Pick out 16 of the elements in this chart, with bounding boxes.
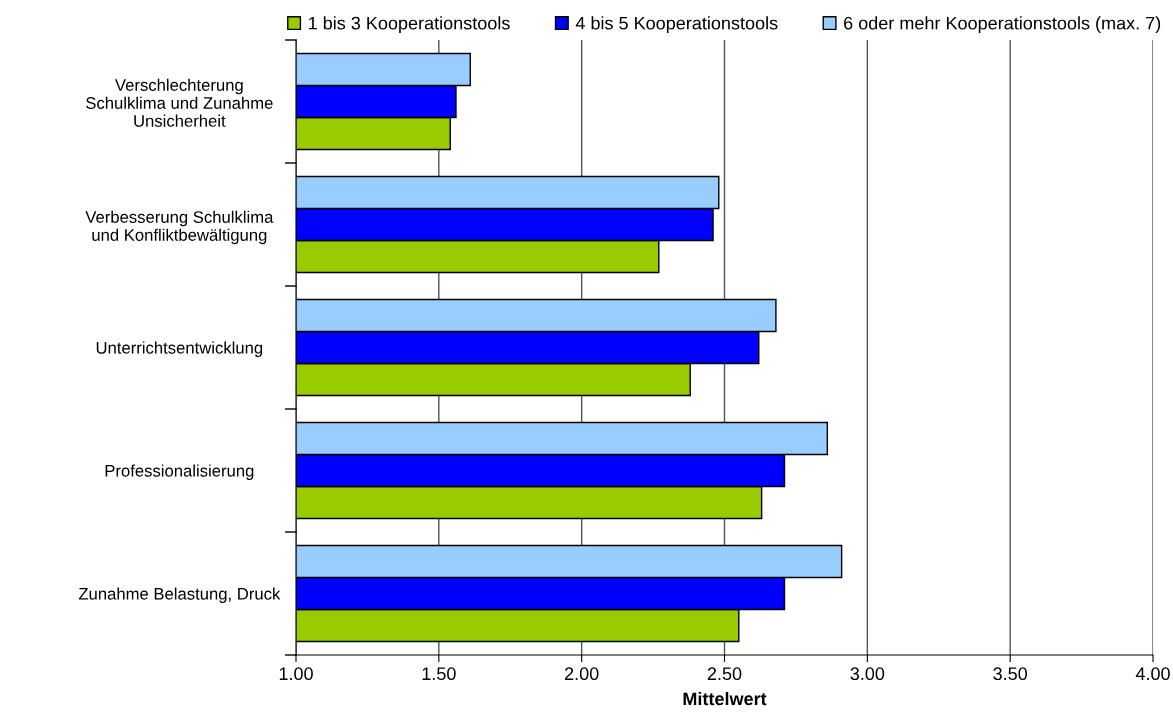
x-tick-label: 4.00 — [1135, 667, 1170, 681]
x-tick-label: 2.00 — [565, 667, 599, 681]
x-tick-label: 3.50 — [993, 667, 1028, 681]
x-tick-label: 1.00 — [279, 667, 313, 681]
y-tick-label: Verschlechterung Schulklima und Zunahme Unsicherheit — [86, 78, 273, 127]
y-tick-label: Unterrichtsentwicklung — [96, 341, 263, 357]
y-tick-label: Verbesserung Schulklima und Konfliktbewältigung — [85, 210, 274, 245]
x-tick-label: 1.50 — [422, 667, 456, 681]
legend-label: 4 bis 5 Kooperationstools — [575, 16, 778, 34]
x-tick-label: 3.00 — [850, 667, 885, 681]
y-tick-label: Zunahme Belastung, Druck — [78, 587, 281, 603]
legend-label: 6 oder mehr Kooperationstools (max. 7) — [844, 16, 1161, 34]
y-tick-label: Professionalisierung — [105, 464, 254, 480]
x-tick-label: 2.50 — [707, 667, 742, 681]
legend-label: 1 bis 3 Kooperationstools — [309, 16, 510, 34]
x-axis-title: Mittelwert — [683, 691, 767, 706]
